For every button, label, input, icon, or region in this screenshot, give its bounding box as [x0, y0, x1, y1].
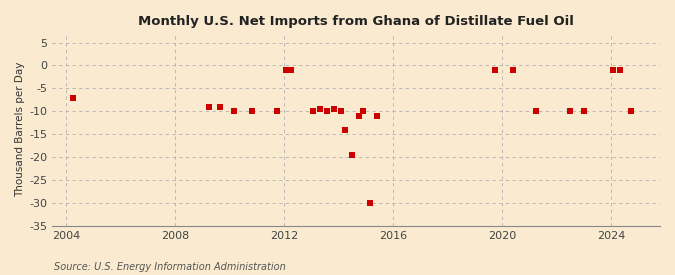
- Point: [215, 104, 225, 109]
- Point: [531, 109, 541, 114]
- Point: [286, 68, 296, 72]
- Point: [335, 109, 346, 114]
- Point: [608, 68, 618, 72]
- Text: Source: U.S. Energy Information Administration: Source: U.S. Energy Information Administ…: [54, 262, 286, 272]
- Point: [346, 153, 357, 157]
- Point: [328, 107, 339, 111]
- Point: [614, 68, 625, 72]
- Point: [365, 201, 376, 205]
- Point: [281, 68, 292, 72]
- Point: [203, 104, 214, 109]
- Point: [315, 107, 325, 111]
- Point: [372, 114, 383, 118]
- Point: [246, 109, 257, 114]
- Point: [489, 68, 500, 72]
- Point: [354, 114, 364, 118]
- Point: [68, 95, 78, 100]
- Point: [626, 109, 637, 114]
- Point: [358, 109, 369, 114]
- Point: [271, 109, 282, 114]
- Point: [321, 109, 332, 114]
- Point: [508, 68, 519, 72]
- Title: Monthly U.S. Net Imports from Ghana of Distillate Fuel Oil: Monthly U.S. Net Imports from Ghana of D…: [138, 15, 574, 28]
- Point: [229, 109, 240, 114]
- Point: [565, 109, 576, 114]
- Point: [308, 109, 319, 114]
- Point: [578, 109, 589, 114]
- Y-axis label: Thousand Barrels per Day: Thousand Barrels per Day: [15, 62, 25, 197]
- Point: [340, 127, 350, 132]
